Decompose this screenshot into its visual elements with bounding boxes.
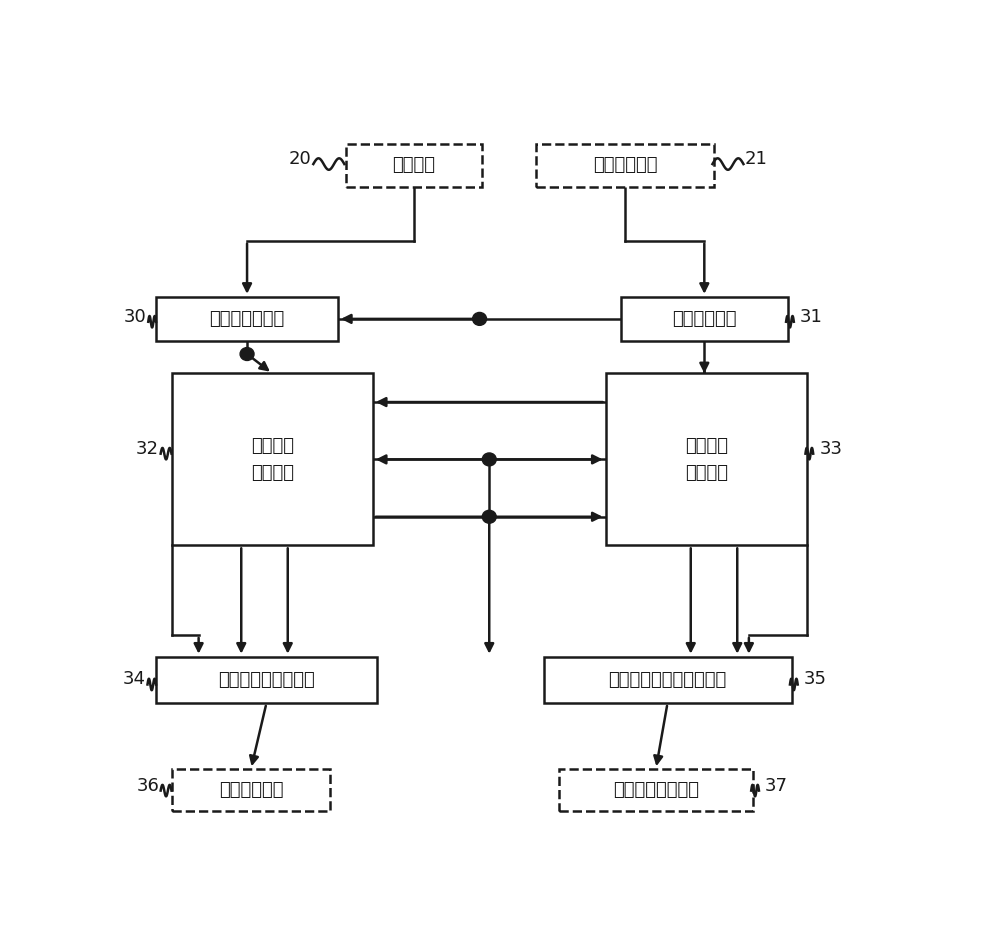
- Circle shape: [240, 347, 254, 360]
- Bar: [621, 297, 788, 341]
- Circle shape: [482, 453, 496, 466]
- Bar: [536, 144, 714, 187]
- Text: 中值数据输出有效选择器: 中值数据输出有效选择器: [608, 671, 727, 689]
- Text: 时间戳处理单元: 时间戳处理单元: [209, 310, 285, 328]
- Text: 32: 32: [136, 439, 159, 458]
- Text: 31: 31: [799, 308, 822, 327]
- Text: 35: 35: [804, 670, 827, 689]
- Text: 第一排队
处理单元: 第一排队 处理单元: [251, 438, 294, 481]
- Bar: [172, 373, 373, 546]
- Bar: [346, 144, 482, 187]
- Text: 有效中值数据: 有效中值数据: [219, 781, 283, 799]
- Text: 36: 36: [136, 776, 159, 794]
- Circle shape: [473, 313, 487, 325]
- Text: 第二排队
处理单元: 第二排队 处理单元: [685, 438, 728, 481]
- Bar: [156, 297, 338, 341]
- Text: 34: 34: [123, 670, 146, 689]
- Text: 控制处理单元: 控制处理单元: [672, 310, 737, 328]
- Text: 30: 30: [124, 308, 147, 327]
- Text: 中值数据数据有效: 中值数据数据有效: [613, 781, 699, 799]
- Bar: [559, 769, 753, 811]
- Bar: [156, 656, 377, 703]
- Bar: [544, 656, 792, 703]
- Text: 中值数据输出选择器: 中值数据输出选择器: [218, 671, 315, 689]
- Text: 37: 37: [765, 776, 788, 794]
- Bar: [172, 769, 330, 811]
- Text: 输入数据有效: 输入数据有效: [593, 156, 657, 174]
- Text: 21: 21: [745, 150, 768, 168]
- Text: 输入数据: 输入数据: [392, 156, 435, 174]
- Bar: [606, 373, 807, 546]
- Circle shape: [482, 510, 496, 523]
- Text: 20: 20: [288, 150, 311, 168]
- Text: 33: 33: [819, 439, 842, 458]
